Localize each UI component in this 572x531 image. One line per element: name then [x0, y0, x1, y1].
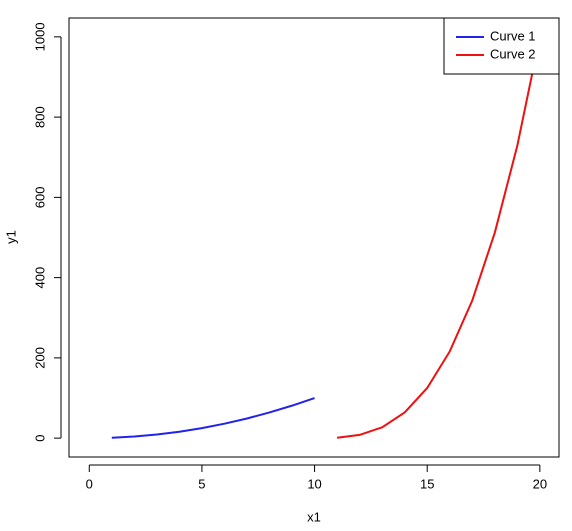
- y-tick-label: 800: [32, 106, 47, 128]
- legend-label: Curve 1: [490, 28, 536, 43]
- series-line: [111, 397, 315, 439]
- y-tick-label: 0: [32, 435, 47, 442]
- plot-box: [68, 17, 560, 458]
- legend-box: [443, 17, 560, 75]
- x-tick-label: 0: [86, 476, 93, 491]
- y-tick-label: 600: [32, 187, 47, 209]
- x-tick-label: 20: [533, 476, 547, 491]
- x-tick-label: 10: [307, 476, 321, 491]
- legend-label: Curve 2: [490, 46, 536, 61]
- y-tick-label: 1000: [32, 22, 47, 51]
- series-line: [336, 36, 541, 439]
- y-axis-label: y1: [3, 230, 18, 244]
- x-axis-label: x1: [307, 509, 321, 524]
- y-tick-label: 200: [32, 347, 47, 369]
- x-tick-label: 5: [198, 476, 205, 491]
- y-tick-label: 400: [32, 267, 47, 289]
- x-tick-label: 15: [420, 476, 434, 491]
